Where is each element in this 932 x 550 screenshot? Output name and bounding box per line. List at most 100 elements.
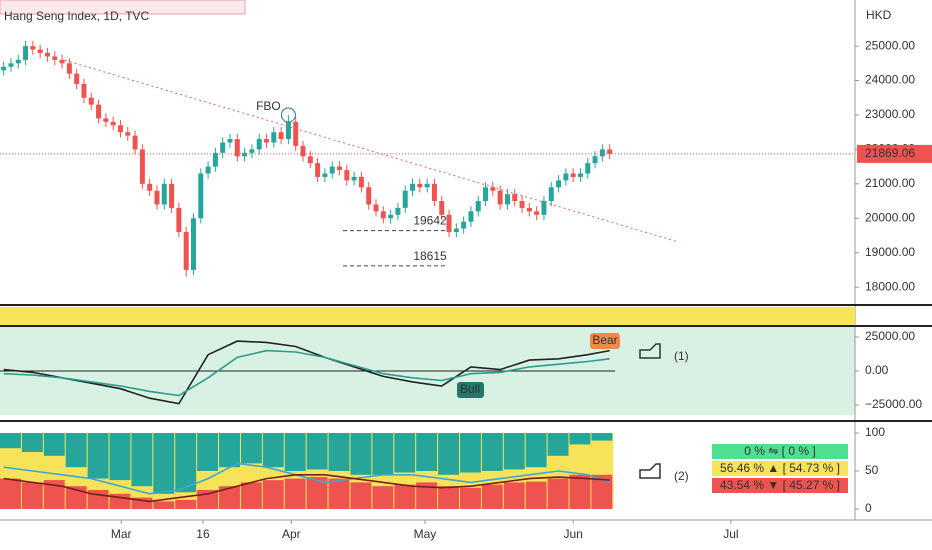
bar-segment xyxy=(21,482,43,509)
candle-body xyxy=(66,63,72,74)
bar-segment xyxy=(262,480,284,509)
candle-body xyxy=(293,121,299,146)
candle-body xyxy=(439,201,445,215)
level-label: 18615 xyxy=(413,249,447,263)
bar-segment xyxy=(131,433,153,487)
y-tick-label: 25000.00 xyxy=(865,38,915,52)
bar-segment xyxy=(306,477,328,509)
candle-body xyxy=(8,63,14,67)
candle-body xyxy=(322,173,328,177)
bar-segment xyxy=(21,433,43,453)
candle-body xyxy=(307,156,313,164)
y-tick-label: 23000.00 xyxy=(865,107,915,121)
candle-body xyxy=(534,211,540,215)
last-price-box xyxy=(857,144,932,163)
bar-segment xyxy=(153,501,175,509)
bar-segment xyxy=(109,433,131,481)
bar-segment xyxy=(306,433,328,470)
bar-segment xyxy=(459,433,481,473)
bar-segment xyxy=(547,478,569,509)
candle-body xyxy=(96,104,102,119)
x-tick-label: Jun xyxy=(563,527,582,541)
bar-segment xyxy=(459,487,481,509)
candle-body xyxy=(132,135,138,150)
chart-title: Hang Seng Index, 1D, TVC xyxy=(4,9,150,23)
candle-body xyxy=(190,218,196,270)
candle-body xyxy=(176,207,182,233)
candle-body xyxy=(300,145,306,157)
status-box xyxy=(712,444,848,459)
bar-segment xyxy=(350,433,372,475)
candle-body xyxy=(227,139,233,143)
candle-body xyxy=(424,183,430,188)
bar-segment xyxy=(87,433,109,479)
line-series xyxy=(3,340,610,405)
y-tick-label: 25000.00 xyxy=(865,329,915,343)
candle-body xyxy=(256,139,262,150)
candle-body xyxy=(395,207,401,215)
bar-segment xyxy=(328,478,350,509)
candle-body xyxy=(183,232,189,270)
level-label: 19642 xyxy=(413,214,447,228)
bar-segment xyxy=(197,433,219,471)
bar-segment xyxy=(416,482,438,509)
bar-segment xyxy=(175,499,197,509)
y-tick-label: 100 xyxy=(865,425,885,439)
bar-segment xyxy=(503,433,525,470)
bar-segment xyxy=(481,484,503,509)
x-tick-label: Jul xyxy=(723,527,738,541)
bull-badge xyxy=(457,382,484,398)
candle-body xyxy=(169,183,175,208)
candle-body xyxy=(563,173,569,181)
bar-segment xyxy=(481,433,503,471)
y-tick-label: 0.00 xyxy=(865,363,889,377)
candle-body xyxy=(205,166,211,174)
y-tick-label: −25000.00 xyxy=(865,397,922,411)
candle-body xyxy=(497,190,503,205)
candle-body xyxy=(519,201,525,208)
candle-body xyxy=(198,173,204,219)
hand-icon xyxy=(639,343,661,359)
bar-segment xyxy=(438,433,459,475)
line-series xyxy=(3,349,610,397)
candle-body xyxy=(592,156,598,164)
y-tick-label: 21000.00 xyxy=(865,176,915,190)
candle-body xyxy=(402,190,408,208)
candle-body xyxy=(315,163,321,177)
y-tick-label: 50 xyxy=(865,463,879,477)
candle-body xyxy=(249,149,255,153)
candle-body xyxy=(373,204,379,212)
bar-segment xyxy=(153,433,175,494)
bar-segment xyxy=(0,433,21,449)
candle-body xyxy=(388,214,394,219)
candle-body xyxy=(212,152,218,167)
y-tick-label: 24000.00 xyxy=(865,73,915,87)
candle-body xyxy=(139,149,145,184)
bear-label: Bear xyxy=(592,333,617,347)
candle-body xyxy=(220,142,226,153)
bar-segment xyxy=(394,484,416,509)
bar-segment xyxy=(350,482,372,509)
candle-body xyxy=(74,73,80,84)
candle-body xyxy=(88,97,94,105)
candle-body xyxy=(556,180,562,188)
candle-body xyxy=(490,187,496,191)
y-tick-label: 19000.00 xyxy=(865,245,915,259)
bar-segment xyxy=(438,486,459,509)
candle-body xyxy=(125,132,131,136)
bar-segment xyxy=(328,433,350,471)
bar-segment xyxy=(219,486,240,509)
y-tick-label: 20000.00 xyxy=(865,210,915,224)
candle-body xyxy=(577,173,583,177)
bar-segment xyxy=(503,482,525,509)
bar-segment xyxy=(43,480,65,509)
fbo-label: FBO xyxy=(256,99,281,113)
candle-body xyxy=(570,173,576,177)
candle-body xyxy=(599,149,605,157)
candle-body xyxy=(37,49,43,54)
candle-body xyxy=(504,194,510,205)
bar-segment xyxy=(65,433,87,468)
candle-body xyxy=(285,121,291,140)
candle-body xyxy=(337,166,343,171)
